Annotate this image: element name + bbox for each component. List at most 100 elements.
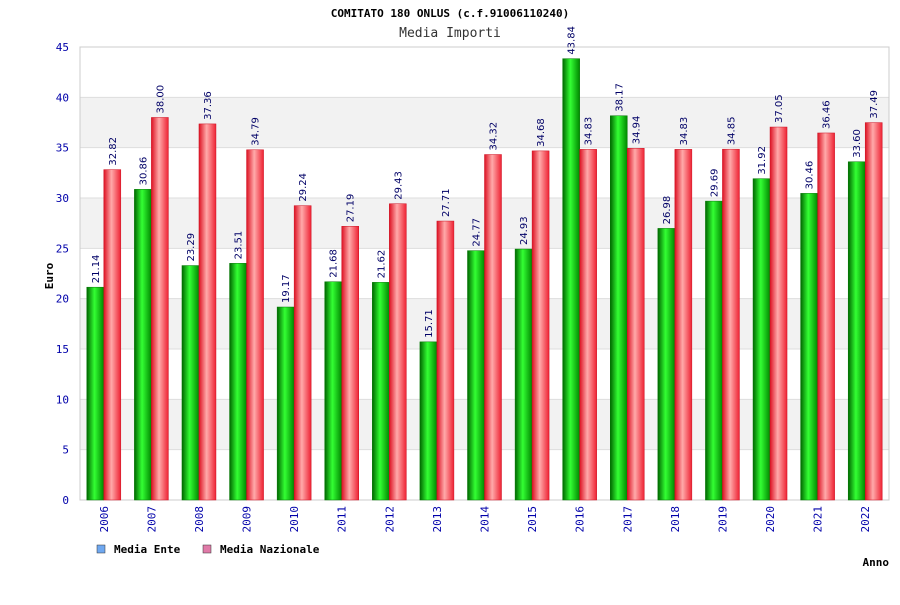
data-label: 34.83 [584, 117, 595, 146]
x-tick-label: 2010 [288, 506, 301, 533]
x-tick-label: 2018 [669, 506, 682, 533]
x-tick-label: 2019 [716, 506, 729, 533]
x-tick-label: 2013 [431, 506, 444, 533]
data-label: 23.29 [186, 233, 197, 262]
x-axis-label: Anno [863, 556, 890, 569]
bar-media-ente-2010 [276, 306, 295, 501]
bar-media-nazionale-2011 [341, 226, 359, 501]
bar-media-ente-2018 [657, 228, 676, 501]
bar-media-nazionale-2006 [103, 169, 122, 501]
x-tick-label: 2017 [621, 506, 634, 533]
data-label: 36.46 [822, 100, 833, 129]
legend-swatch-media-ente [96, 544, 106, 554]
data-label: 31.92 [757, 146, 768, 175]
y-tick-label: 5 [62, 444, 69, 457]
bar-media-nazionale-2010 [293, 205, 312, 501]
x-tick-label: 2015 [526, 506, 539, 533]
bar-media-nazionale-2015 [531, 150, 550, 501]
data-label: 33.60 [852, 129, 863, 158]
data-label: 26.98 [662, 196, 673, 225]
data-label: 24.77 [472, 218, 483, 247]
y-tick-label: 0 [62, 494, 69, 507]
x-tick-label: 2020 [764, 506, 777, 533]
data-label: 43.84 [567, 26, 578, 55]
y-tick-label: 40 [56, 91, 69, 104]
bar-media-nazionale-2009 [246, 149, 264, 501]
bar-media-nazionale-2007 [151, 117, 169, 501]
legend-label-media-nazionale: Media Nazionale [220, 543, 320, 556]
data-label: 27.71 [441, 188, 452, 217]
y-tick-label: 25 [56, 242, 69, 255]
x-tick-label: 2014 [479, 506, 492, 533]
data-label: 27.19 [346, 194, 357, 223]
data-label: 30.46 [805, 161, 816, 190]
data-label: 38.00 [155, 85, 166, 114]
bar-media-ente-2015 [514, 248, 533, 501]
bar-media-nazionale-2018 [674, 149, 693, 501]
data-label: 21.68 [329, 249, 340, 278]
legend-label-media-ente: Media Ente [114, 543, 181, 556]
data-label: 34.32 [489, 122, 500, 151]
data-label: 19.17 [281, 274, 292, 303]
bar-media-nazionale-2017 [627, 148, 645, 501]
bar-media-nazionale-2012 [389, 203, 407, 501]
y-tick-label: 35 [56, 142, 69, 155]
data-label: 34.83 [679, 117, 690, 146]
bar-media-nazionale-2008 [198, 123, 217, 501]
chart-title: COMITATO 180 ONLUS (c.f.91006110240) [331, 7, 569, 20]
data-label: 15.71 [424, 309, 435, 338]
bar-media-ente-2014 [467, 250, 485, 501]
data-label: 37.49 [869, 90, 880, 119]
bar-media-ente-2017 [610, 115, 628, 501]
data-label: 24.93 [519, 216, 530, 245]
bar-media-nazionale-2014 [484, 154, 502, 501]
data-label: 37.36 [203, 91, 214, 120]
x-tick-label: 2011 [336, 506, 349, 533]
data-label: 34.68 [536, 118, 547, 147]
y-axis-label: Euro [43, 262, 56, 289]
x-tick-label: 2021 [812, 506, 825, 533]
y-tick-label: 20 [56, 293, 69, 306]
bar-media-ente-2011 [324, 281, 342, 501]
bar-media-ente-2013 [419, 341, 438, 501]
chart-subtitle: Media Importi [399, 26, 501, 41]
y-tick-label: 45 [56, 41, 69, 54]
x-tick-label: 2009 [241, 506, 254, 533]
data-label: 21.62 [376, 250, 387, 279]
bar-media-ente-2007 [134, 189, 152, 501]
legend: Media Ente Media Nazionale [96, 543, 320, 556]
data-label: 23.51 [234, 231, 245, 260]
y-tick-label: 30 [56, 192, 69, 205]
data-label: 29.69 [709, 168, 720, 197]
x-tick-label: 2007 [145, 506, 158, 533]
y-tick-label: 15 [56, 343, 69, 356]
bar-media-ente-2008 [181, 265, 200, 501]
bar-media-ente-2006 [86, 286, 105, 501]
legend-swatch-media-nazionale [202, 544, 212, 554]
x-tick-label: 2016 [574, 506, 587, 533]
data-label: 38.17 [614, 83, 625, 112]
data-label: 21.14 [91, 255, 102, 284]
data-label: 34.85 [726, 117, 737, 146]
bar-media-ente-2019 [705, 200, 723, 501]
data-label: 32.82 [108, 137, 119, 166]
bar-media-nazionale-2016 [579, 149, 597, 501]
bar-media-ente-2021 [800, 193, 818, 501]
x-tick-label: 2012 [383, 506, 396, 533]
data-label: 29.43 [393, 171, 404, 200]
bar-media-nazionale-2022 [864, 122, 883, 501]
y-tick-label: 10 [56, 393, 69, 406]
bar-media-nazionale-2021 [817, 132, 835, 501]
bar-media-ente-2020 [752, 178, 771, 501]
data-label: 34.94 [631, 116, 642, 145]
x-tick-label: 2008 [193, 506, 206, 533]
data-label: 34.79 [251, 117, 262, 146]
bar-media-nazionale-2013 [436, 220, 455, 501]
bar-media-ente-2012 [372, 282, 390, 501]
x-tick-label: 2006 [98, 506, 111, 533]
bar-media-ente-2016 [562, 58, 580, 501]
bar-media-nazionale-2020 [769, 126, 788, 501]
bar-media-nazionale-2019 [722, 148, 740, 501]
data-label: 29.24 [298, 173, 309, 202]
